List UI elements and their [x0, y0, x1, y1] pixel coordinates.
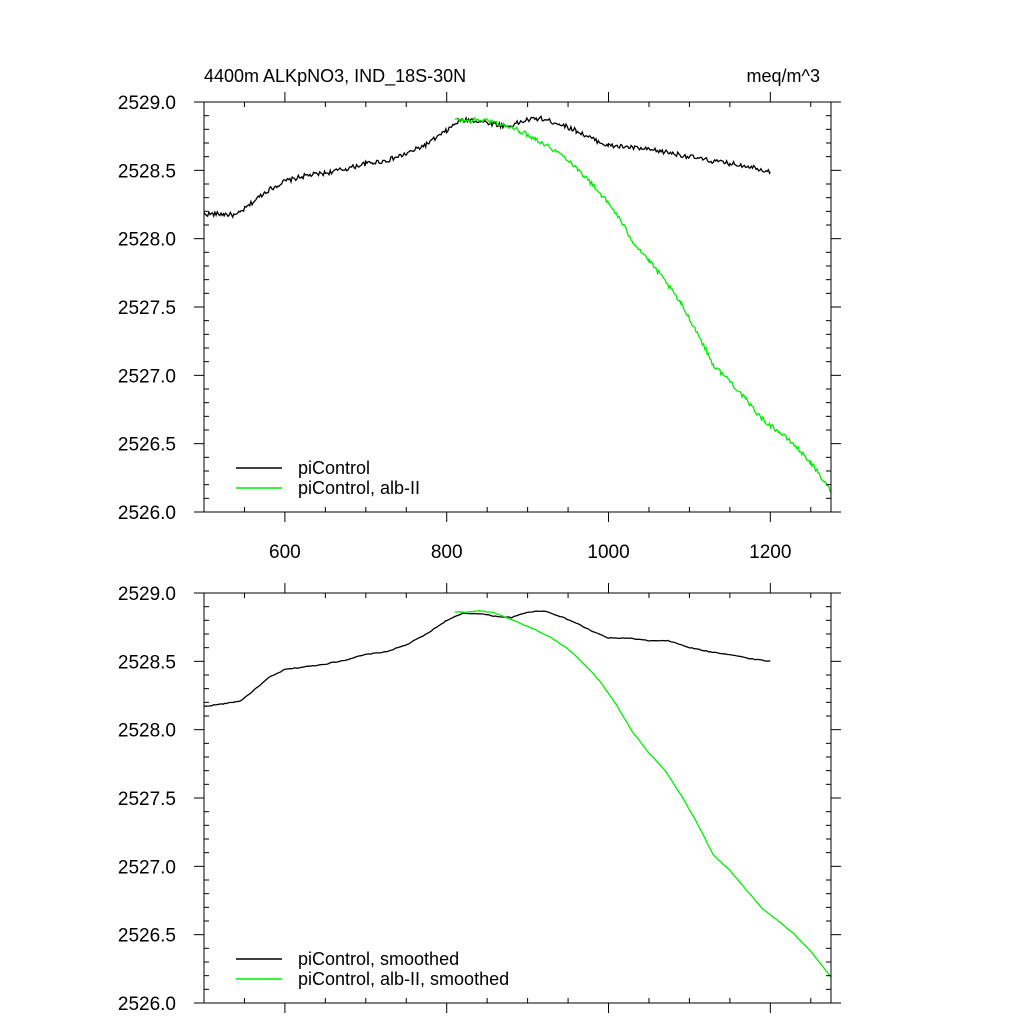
y-tick-label: 2526.5 — [118, 926, 176, 947]
series-line-picontrol-smoothed — [203, 610, 771, 707]
y-tick-label: 2526.0 — [118, 994, 176, 1015]
y-tick-label: 2528.5 — [118, 652, 176, 673]
chart-title: 4400m ALKpNO3, IND_18S-30N — [204, 66, 466, 87]
series-line-picontrol-alb-ii-smoothed — [454, 609, 832, 978]
plot-frame — [203, 101, 832, 513]
y-tick-label: 2529.0 — [118, 93, 176, 114]
x-tick-label: 1200 — [749, 542, 791, 563]
y-tick-label: 2529.0 — [118, 584, 176, 605]
x-tick-label: 1000 — [587, 542, 629, 563]
y-tick-label: 2528.0 — [118, 721, 176, 742]
y-tick-label: 2527.0 — [118, 857, 176, 878]
legend-label: piControl, alb-II, smoothed — [298, 969, 509, 989]
y-tick-label: 2528.5 — [118, 161, 176, 182]
legend-label: piControl — [298, 458, 370, 478]
plot-frame — [203, 592, 832, 1004]
y-tick-label: 2527.0 — [118, 366, 176, 387]
series-line-picontrol-alb-ii — [454, 116, 832, 493]
series-line-picontrol — [203, 115, 771, 219]
y-tick-label: 2527.5 — [118, 789, 176, 810]
top-panel: 2526.0 2526.5 2527.0 2527.5 2528.0 2528.5 2529… — [118, 92, 841, 563]
y-tick-label: 2526.0 — [118, 503, 176, 524]
units-label: meq/m^3 — [747, 66, 820, 86]
y-tick-label: 2528.0 — [118, 230, 176, 251]
x-tick-label: 800 — [431, 542, 463, 563]
legend-label: piControl, smoothed — [298, 949, 459, 969]
bottom-panel: 2526.0 2526.5 2527.0 2527.5 2528.0 2528.5 2529… — [118, 583, 841, 1015]
y-tick-label: 2526.5 — [118, 435, 176, 456]
legend-label: piControl, alb-II — [298, 478, 420, 498]
y-tick-label: 2527.5 — [118, 298, 176, 319]
x-tick-label: 600 — [269, 542, 301, 563]
